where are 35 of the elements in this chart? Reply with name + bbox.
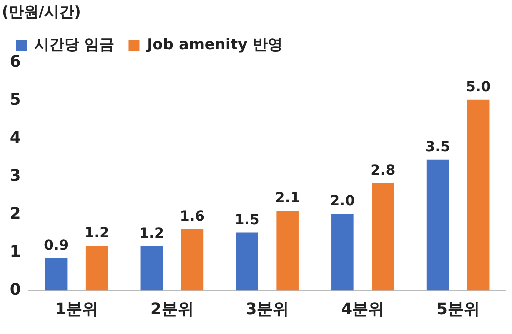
y-axis-title: (만원/시간) [2, 2, 82, 21]
y-tick-label: 0 [10, 280, 22, 299]
data-label: 1.2 [84, 226, 110, 242]
y-tick-label: 5 [10, 90, 22, 110]
x-tick-label: 5분위 [436, 300, 480, 319]
y-tick-label: 6 [10, 52, 22, 72]
bar [236, 232, 258, 291]
y-tick-label: 2 [10, 204, 22, 224]
bar [332, 214, 354, 291]
data-label: 0.9 [44, 238, 69, 254]
bar [372, 183, 394, 291]
y-tick-label: 4 [10, 128, 22, 148]
bar [276, 211, 299, 291]
bar [426, 160, 450, 291]
x-tick-label: 4분위 [341, 300, 385, 319]
bar [45, 258, 68, 291]
legend-label: Job amenity 반영 [146, 35, 283, 54]
data-label: 3.5 [426, 139, 450, 156]
data-label: 1.5 [234, 212, 260, 228]
bar [86, 246, 108, 291]
bar [467, 100, 490, 291]
bar [181, 229, 204, 291]
x-tick-label: 3분위 [246, 300, 290, 319]
data-label: 2.0 [330, 194, 356, 210]
y-tick-label: 3 [10, 166, 22, 186]
data-label: 1.6 [180, 208, 205, 225]
legend-label: 시간당 임금 [34, 35, 115, 54]
x-tick-label: 2분위 [150, 300, 194, 319]
x-tick-label: 1분위 [55, 300, 98, 319]
data-label: 1.2 [140, 226, 164, 242]
bar [140, 246, 164, 291]
data-label: 2.1 [275, 190, 300, 207]
data-label: 2.8 [370, 162, 396, 179]
data-label: 5.0 [466, 79, 492, 96]
y-tick-label: 1 [10, 242, 22, 261]
